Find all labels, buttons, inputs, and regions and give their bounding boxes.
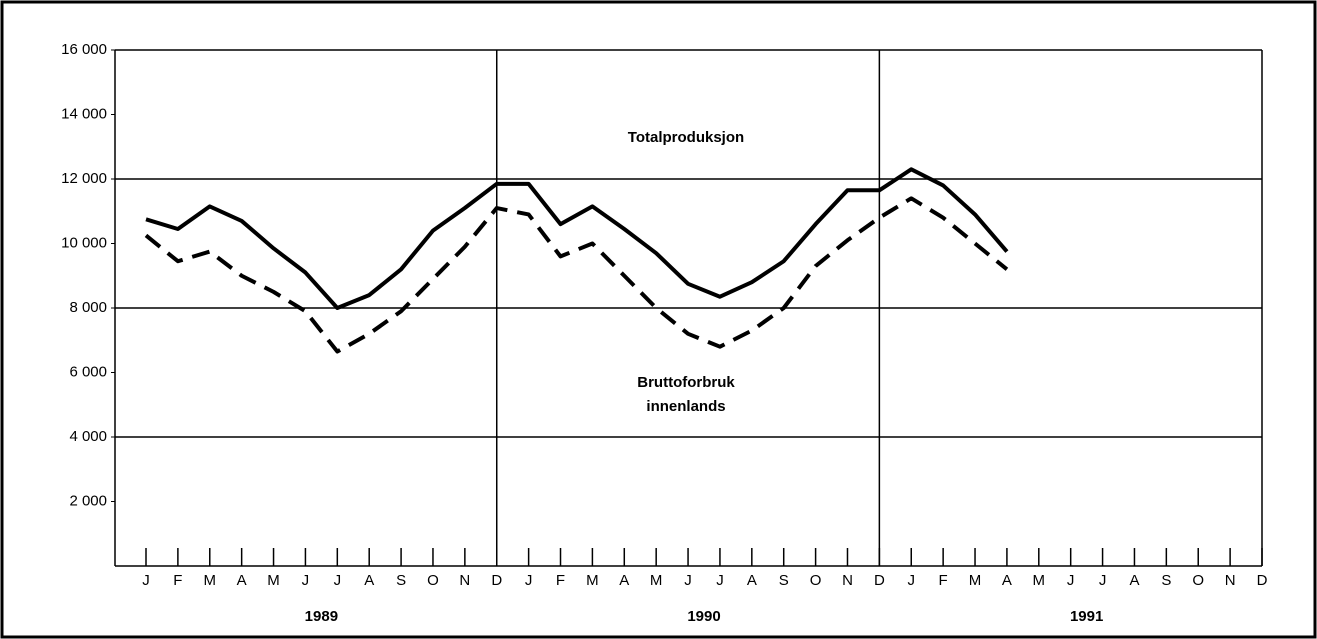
annotation: Totalproduksjon — [628, 129, 744, 146]
y-tick-label: 14 000 — [61, 105, 107, 122]
y-tick-label: 12 000 — [61, 170, 107, 187]
x-tick-label: A — [1002, 572, 1012, 589]
x-tick-label: J — [684, 572, 692, 589]
x-tick-label: A — [747, 572, 757, 589]
x-tick-label: M — [969, 572, 982, 589]
x-tick-label: A — [364, 572, 374, 589]
y-tick-label: 16 000 — [61, 41, 107, 58]
x-tick-label: J — [302, 572, 310, 589]
x-tick-label: M — [267, 572, 280, 589]
x-tick-label: F — [939, 572, 948, 589]
x-tick-label: N — [459, 572, 470, 589]
x-tick-label: J — [525, 572, 533, 589]
annotation: innenlands — [646, 398, 725, 415]
year-label: 1991 — [1070, 608, 1103, 625]
year-label: 1989 — [305, 608, 338, 625]
x-tick-label: J — [1067, 572, 1075, 589]
annotation: Bruttoforbruk — [637, 374, 735, 391]
x-tick-label: M — [650, 572, 663, 589]
x-tick-label: J — [716, 572, 724, 589]
x-tick-label: S — [396, 572, 406, 589]
x-tick-label: A — [1129, 572, 1139, 589]
series-line — [145, 167, 1009, 310]
x-tick-label: O — [810, 572, 822, 589]
x-tick-label: O — [427, 572, 439, 589]
x-tick-label: D — [491, 572, 502, 589]
x-tick-label: F — [173, 572, 182, 589]
x-tick-label: A — [619, 572, 629, 589]
y-tick-label: 8 000 — [69, 299, 107, 316]
x-tick-label: N — [842, 572, 853, 589]
year-label: 1990 — [687, 608, 720, 625]
x-tick-label: S — [1161, 572, 1171, 589]
x-tick-label: F — [556, 572, 565, 589]
x-tick-label: N — [1225, 572, 1236, 589]
x-tick-label: J — [908, 572, 916, 589]
x-tick-label: J — [1099, 572, 1107, 589]
x-tick-label: S — [779, 572, 789, 589]
x-tick-label: M — [586, 572, 599, 589]
x-tick-label: A — [237, 572, 247, 589]
x-tick-label: D — [874, 572, 885, 589]
series-line — [144, 196, 1009, 354]
x-tick-label: J — [142, 572, 150, 589]
x-tick-label: O — [1192, 572, 1204, 589]
x-tick-label: M — [204, 572, 217, 589]
x-tick-label: D — [1257, 572, 1268, 589]
y-tick-label: 6 000 — [69, 363, 107, 380]
y-tick-label: 4 000 — [69, 428, 107, 445]
x-tick-label: J — [334, 572, 342, 589]
x-tick-label: M — [1033, 572, 1046, 589]
y-tick-label: 2 000 — [69, 492, 107, 509]
y-tick-label: 10 000 — [61, 234, 107, 251]
